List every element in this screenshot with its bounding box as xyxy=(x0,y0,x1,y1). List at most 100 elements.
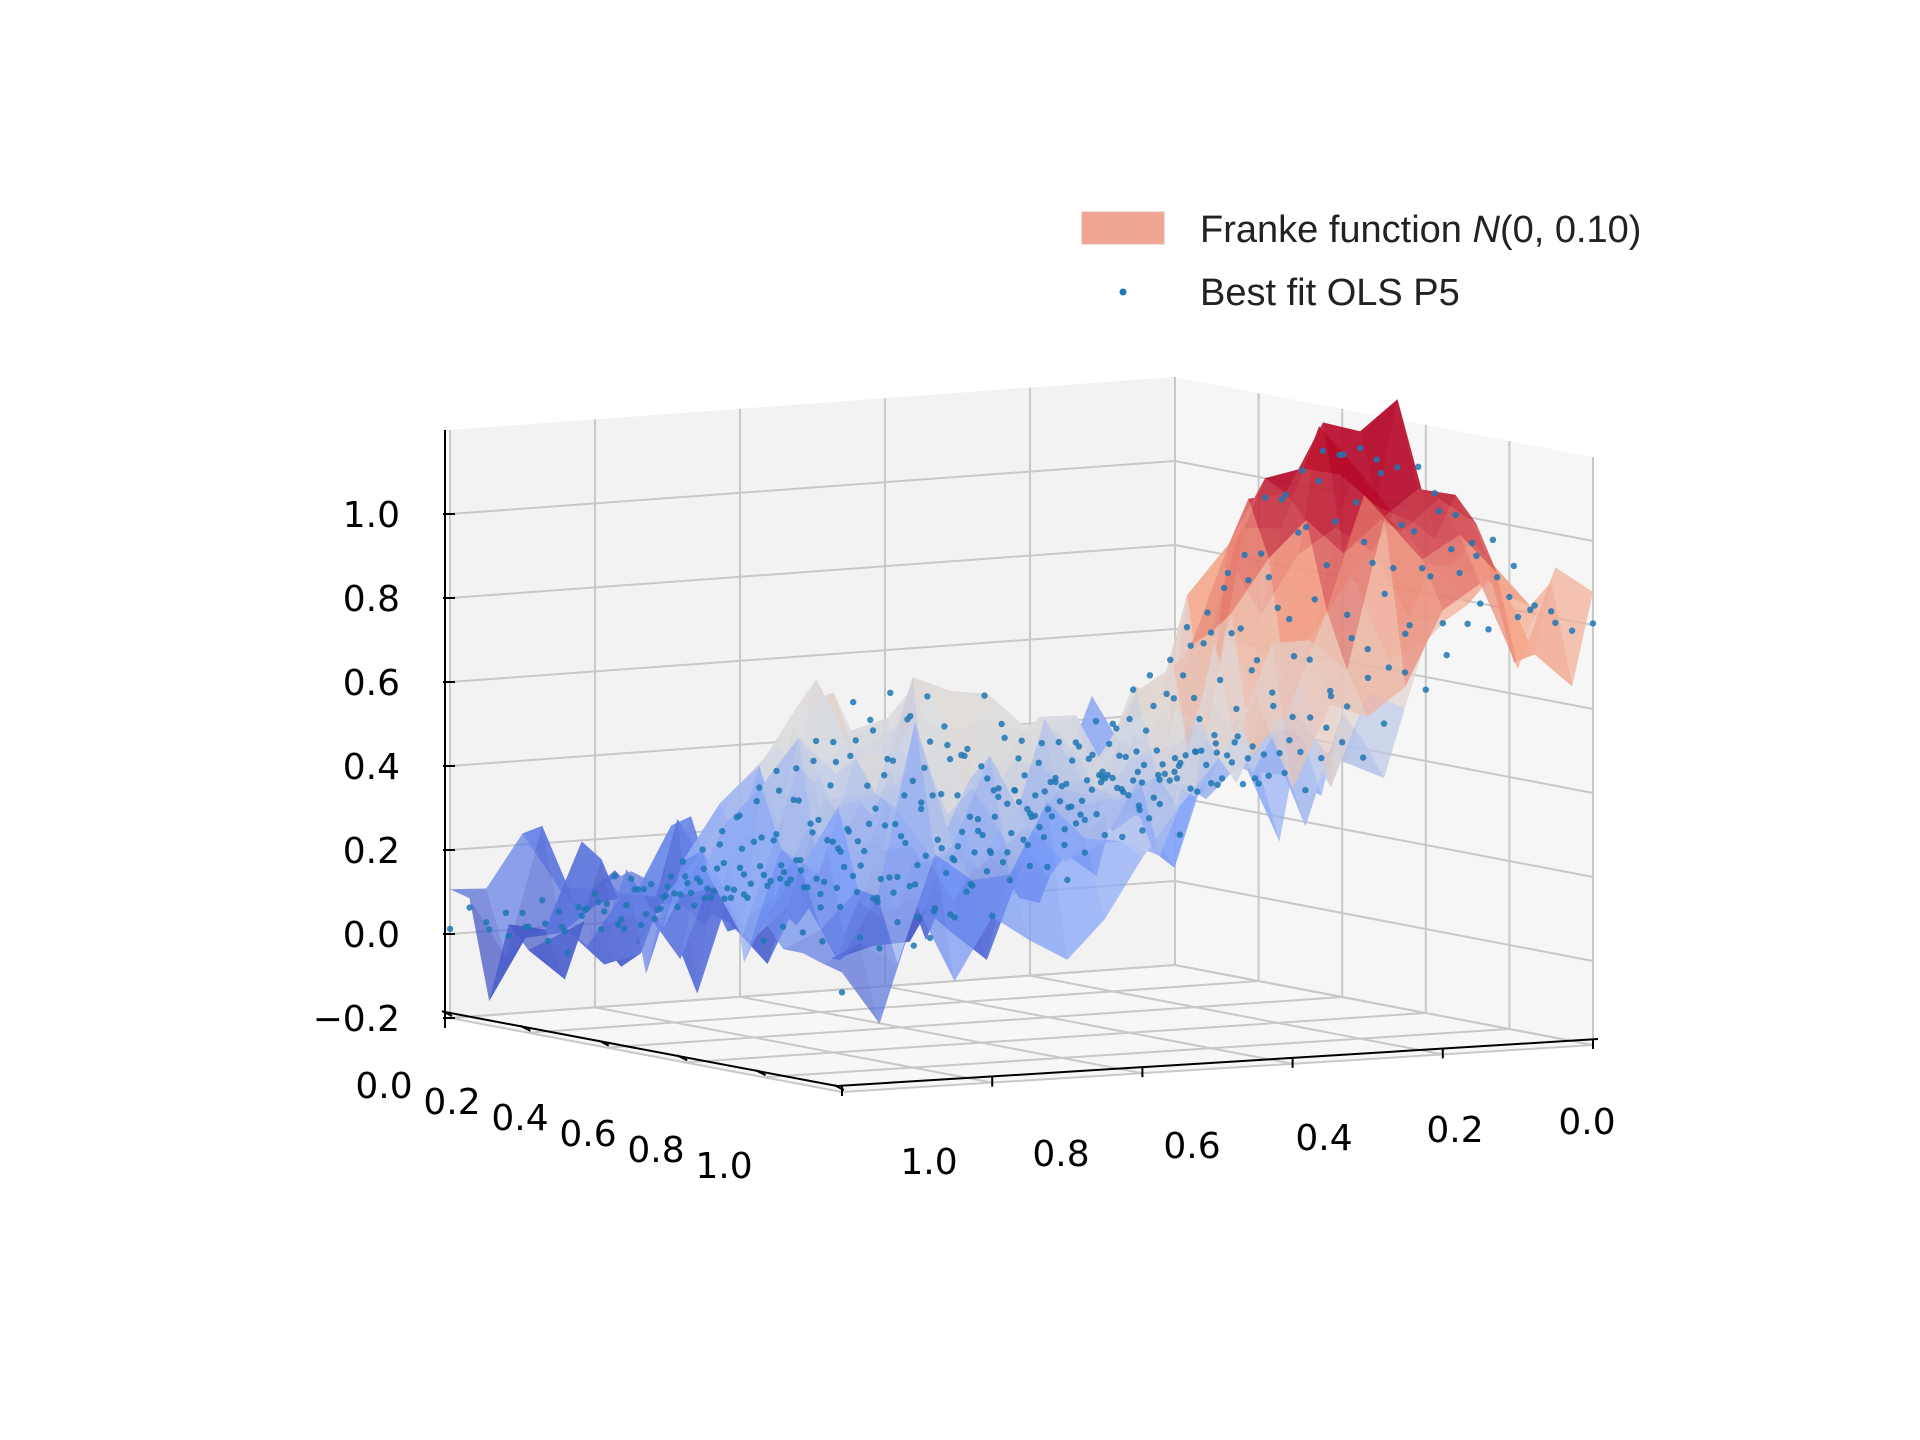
surface-face xyxy=(1418,489,1477,524)
fit-point xyxy=(1506,593,1513,601)
fit-point xyxy=(770,837,777,844)
fit-point xyxy=(963,888,970,895)
fit-point xyxy=(1352,499,1360,506)
fit-point xyxy=(795,797,802,804)
fit-point xyxy=(598,926,605,933)
fit-point xyxy=(662,892,669,899)
fit-point xyxy=(1190,694,1198,702)
fit-point xyxy=(505,932,512,940)
fit-point xyxy=(1323,724,1330,731)
fit-point xyxy=(736,812,743,819)
axes-ticks: −0.2 0.0 0.2 0.4 0.6 0.8 1.0 0.0 0.2 0.4 0.6 0.8 1.0… xyxy=(313,495,1616,1187)
legend-surface-label: Franke function N(0, 0.10) xyxy=(1200,209,1641,251)
fit-point xyxy=(1239,780,1247,788)
surface-face xyxy=(682,784,740,861)
fit-point xyxy=(1150,794,1158,801)
grid-wall-right-horizontal xyxy=(1174,964,1594,1046)
fit-point xyxy=(998,720,1005,728)
surface-face xyxy=(567,893,624,965)
fit-point xyxy=(1020,836,1027,843)
surface-face xyxy=(1360,399,1419,520)
fit-point xyxy=(679,858,687,865)
fit-point xyxy=(1161,770,1169,778)
fit-point xyxy=(944,741,951,749)
fit-point xyxy=(750,838,758,845)
z-tick-label: −0.2 xyxy=(313,999,400,1040)
fit-point xyxy=(677,891,684,898)
fit-point xyxy=(1175,762,1183,770)
fit-point xyxy=(691,902,698,909)
fit-point xyxy=(1142,727,1150,734)
surface-face xyxy=(1211,498,1269,633)
z-tick-label: 0.6 xyxy=(343,663,400,704)
fit-point xyxy=(815,816,822,824)
surface-face xyxy=(1459,534,1518,669)
left-axis-tick-label: 0.8 xyxy=(627,1130,684,1171)
surface-face xyxy=(972,874,1030,941)
fit-point xyxy=(1041,788,1048,795)
fit-point xyxy=(1058,783,1066,790)
fit-point xyxy=(809,829,816,836)
fit-point xyxy=(1097,779,1105,786)
fit-point xyxy=(700,865,707,872)
fit-point xyxy=(1468,539,1476,547)
fit-point xyxy=(1390,564,1397,572)
fit-point xyxy=(793,765,800,772)
fit-point xyxy=(519,909,526,917)
fit-point xyxy=(1216,676,1224,684)
fit-point xyxy=(1319,447,1327,454)
fit-point xyxy=(978,763,985,770)
fit-point xyxy=(872,805,879,812)
left-axis-tick-label: 0.2 xyxy=(423,1082,480,1123)
fit-point xyxy=(1133,748,1140,755)
fit-point xyxy=(832,758,840,766)
fit-point xyxy=(1473,552,1480,559)
grid-floor-x xyxy=(594,1006,993,1084)
fit-point xyxy=(684,880,691,887)
fit-point xyxy=(1245,577,1252,584)
fit-point xyxy=(830,738,837,746)
fit-point xyxy=(1006,877,1013,884)
fit-point xyxy=(1203,761,1210,769)
z-tick-label: 0.2 xyxy=(343,831,400,872)
fit-point xyxy=(1340,451,1347,458)
grid-floor-y xyxy=(763,1028,1510,1079)
surface-face xyxy=(1177,643,1235,806)
fit-point xyxy=(946,755,954,763)
fit-point xyxy=(1289,713,1296,721)
surface-face xyxy=(1272,640,1331,790)
fit-point xyxy=(1514,613,1522,621)
fit-point xyxy=(740,891,748,898)
fit-point xyxy=(961,752,968,759)
fit-point xyxy=(1047,778,1054,786)
fit-point xyxy=(753,797,760,805)
fit-point xyxy=(595,898,602,906)
fit-point xyxy=(1166,777,1174,784)
fit-point xyxy=(837,903,844,911)
surface-face xyxy=(1197,693,1256,760)
fit-point xyxy=(651,915,658,922)
surface-face xyxy=(1234,643,1293,790)
fit-point xyxy=(1171,768,1178,775)
fit-point xyxy=(614,921,622,928)
fit-point xyxy=(1167,656,1174,663)
fit-point xyxy=(1402,630,1409,637)
right-axis-tick-label: 0.0 xyxy=(1558,1102,1615,1143)
fit-point xyxy=(954,843,962,850)
fit-point xyxy=(1228,759,1236,766)
right-axis-tick-label: 1.0 xyxy=(900,1142,957,1183)
surface-face xyxy=(859,906,918,1024)
fit-point xyxy=(820,878,828,885)
fit-point xyxy=(699,846,706,853)
fit-point xyxy=(1156,800,1164,808)
fit-point xyxy=(1138,779,1146,786)
surface-face xyxy=(1047,801,1105,960)
fit-point xyxy=(1258,550,1265,557)
fit-point xyxy=(736,864,744,871)
left-axis-tick-label: 0.4 xyxy=(491,1098,548,1139)
grid-floor-x xyxy=(449,1017,843,1093)
fit-point xyxy=(1214,781,1221,788)
fit-point xyxy=(881,772,888,779)
surface-face xyxy=(1380,489,1439,532)
fit-point xyxy=(1213,749,1221,756)
